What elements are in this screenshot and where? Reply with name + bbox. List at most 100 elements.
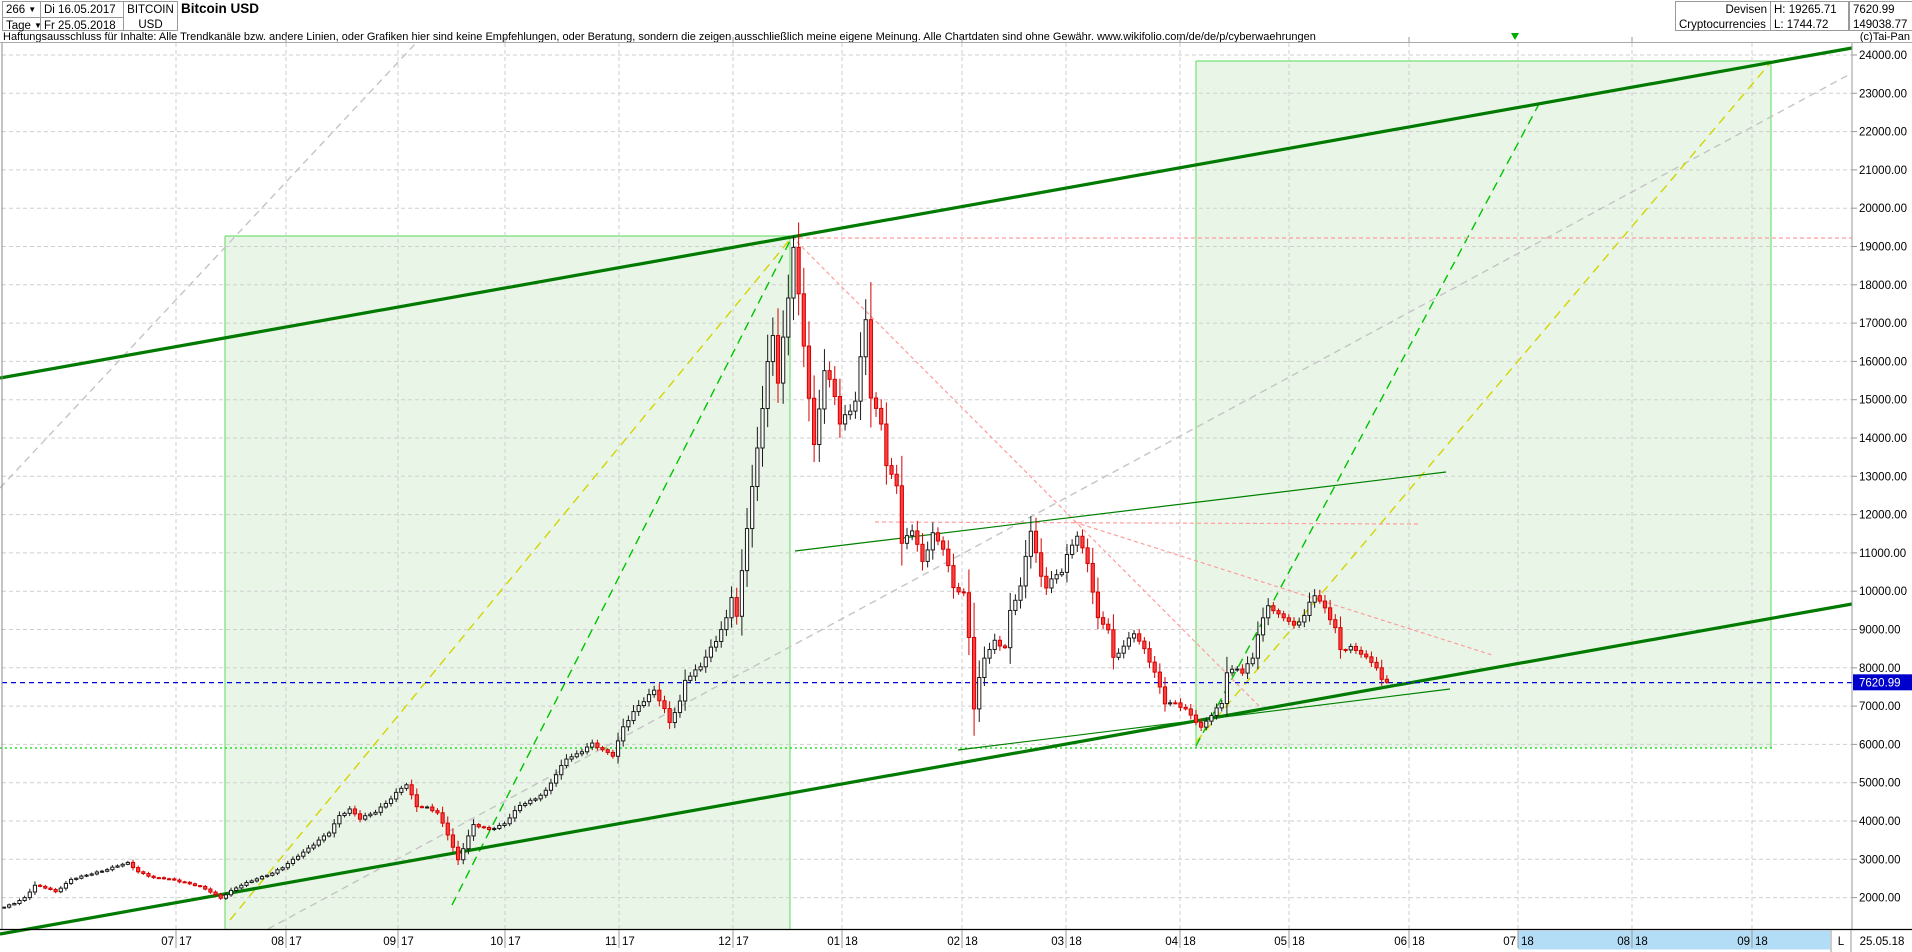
candle-body — [1121, 645, 1126, 654]
period-dropdown[interactable]: Tage ▼ — [3, 17, 42, 33]
secondary-value: 149038.77 — [1853, 18, 1908, 31]
candle-body — [136, 867, 141, 873]
candle-body — [1131, 633, 1137, 639]
candle-body — [79, 875, 84, 879]
candle-body — [1064, 554, 1070, 573]
candle-body — [755, 447, 760, 487]
candle-body — [394, 791, 399, 800]
candle-body — [646, 694, 652, 703]
bars-count-value: 266 — [6, 3, 26, 16]
candle-body — [894, 473, 899, 487]
candle-body — [1224, 672, 1230, 705]
candle-body — [192, 883, 198, 887]
candle-body — [775, 335, 781, 384]
candle-body — [1080, 535, 1085, 549]
candle-body — [301, 851, 306, 857]
candle-body — [43, 885, 48, 889]
gridlines — [2, 43, 1852, 929]
candle-body — [848, 410, 853, 416]
candle-body — [930, 532, 935, 551]
candle-body — [1013, 599, 1018, 611]
candle-body — [388, 798, 394, 804]
candle-body — [600, 747, 605, 751]
candle-body — [827, 370, 832, 380]
candle-body — [920, 543, 925, 562]
candle-body — [672, 712, 677, 724]
candle-body — [605, 749, 610, 753]
candle-body — [615, 740, 621, 757]
candle-body — [172, 878, 177, 881]
x-axis-year-label: 17 — [289, 936, 302, 948]
candle-body — [822, 370, 827, 410]
candle-body — [1235, 668, 1240, 671]
candle-body — [698, 666, 703, 671]
y-axis-label: 17000.00 — [1859, 318, 1907, 330]
candle-body — [461, 848, 466, 861]
candle-body — [796, 246, 801, 295]
candle-body — [1008, 609, 1013, 649]
candle-body — [1379, 667, 1384, 680]
candle-body — [1033, 530, 1039, 554]
candle-body — [38, 884, 43, 887]
yellow-projection-diagonal — [1195, 61, 1772, 743]
candle-body — [1312, 595, 1317, 603]
candle-body — [1023, 555, 1028, 587]
candle-body — [543, 789, 548, 796]
y-axis-label: 5000.00 — [1859, 778, 1901, 790]
bars-count-dropdown[interactable]: 266 ▼ — [3, 2, 40, 17]
candle-body — [492, 827, 497, 830]
candle-body — [584, 746, 590, 753]
x-axis-month-label: 08 — [271, 936, 284, 948]
y-axis-label: 20000.00 — [1859, 203, 1907, 215]
candle-body — [538, 794, 543, 800]
candle-body — [1229, 668, 1235, 674]
y-axis-label: 14000.00 — [1859, 433, 1907, 445]
gray-trendline-upper — [0, 42, 417, 489]
candle-body — [868, 319, 873, 399]
y-axis-label: 6000.00 — [1859, 739, 1901, 751]
candle-body — [455, 846, 461, 861]
candle-body — [7, 904, 12, 908]
candle-body — [125, 861, 130, 865]
candle-body — [352, 808, 357, 815]
candle-body — [63, 882, 69, 889]
copyright-label: (c)Tai-Pan — [1857, 31, 1910, 43]
candle-body — [425, 806, 430, 809]
candle-body — [1178, 702, 1183, 708]
candle-body — [1364, 653, 1369, 658]
chevron-down-icon: ▼ — [28, 4, 37, 14]
x-axis-year-label: 18 — [845, 936, 858, 948]
candle-body — [713, 640, 719, 648]
candle-body — [564, 758, 569, 767]
candle-body — [234, 887, 239, 891]
candle-body — [182, 881, 187, 884]
candle-body — [641, 701, 646, 707]
candle-body — [84, 874, 89, 877]
candle-body — [430, 806, 435, 812]
candle-body — [1111, 629, 1116, 658]
candle-body — [961, 591, 966, 594]
y-axis-label: 10000.00 — [1859, 586, 1907, 598]
date-to: Fr 25.05.2018 — [41, 17, 123, 33]
candle-body — [1188, 708, 1193, 716]
x-axis-year-label: 18 — [1412, 936, 1425, 948]
candle-body — [1209, 715, 1214, 722]
symbol-currency: USD — [138, 18, 163, 31]
gray-trendline-long — [267, 72, 1853, 930]
candle-body — [1002, 645, 1008, 649]
candle-body — [997, 639, 1002, 647]
candle-body — [987, 648, 992, 659]
candle-body — [156, 877, 161, 880]
candle-body — [1333, 619, 1338, 629]
candle-body — [1085, 547, 1090, 564]
x-axis-month-label: 01 — [827, 936, 840, 948]
y-axis-label: 2000.00 — [1859, 893, 1901, 905]
candle-body — [879, 407, 884, 425]
candle-body — [497, 824, 502, 829]
y-axis-label: 11000.00 — [1859, 548, 1906, 560]
candle-body — [161, 877, 167, 880]
x-axis-year-label: 17 — [179, 936, 192, 948]
candle-body — [791, 246, 796, 299]
y-axis-label: 21000.00 — [1859, 165, 1907, 177]
